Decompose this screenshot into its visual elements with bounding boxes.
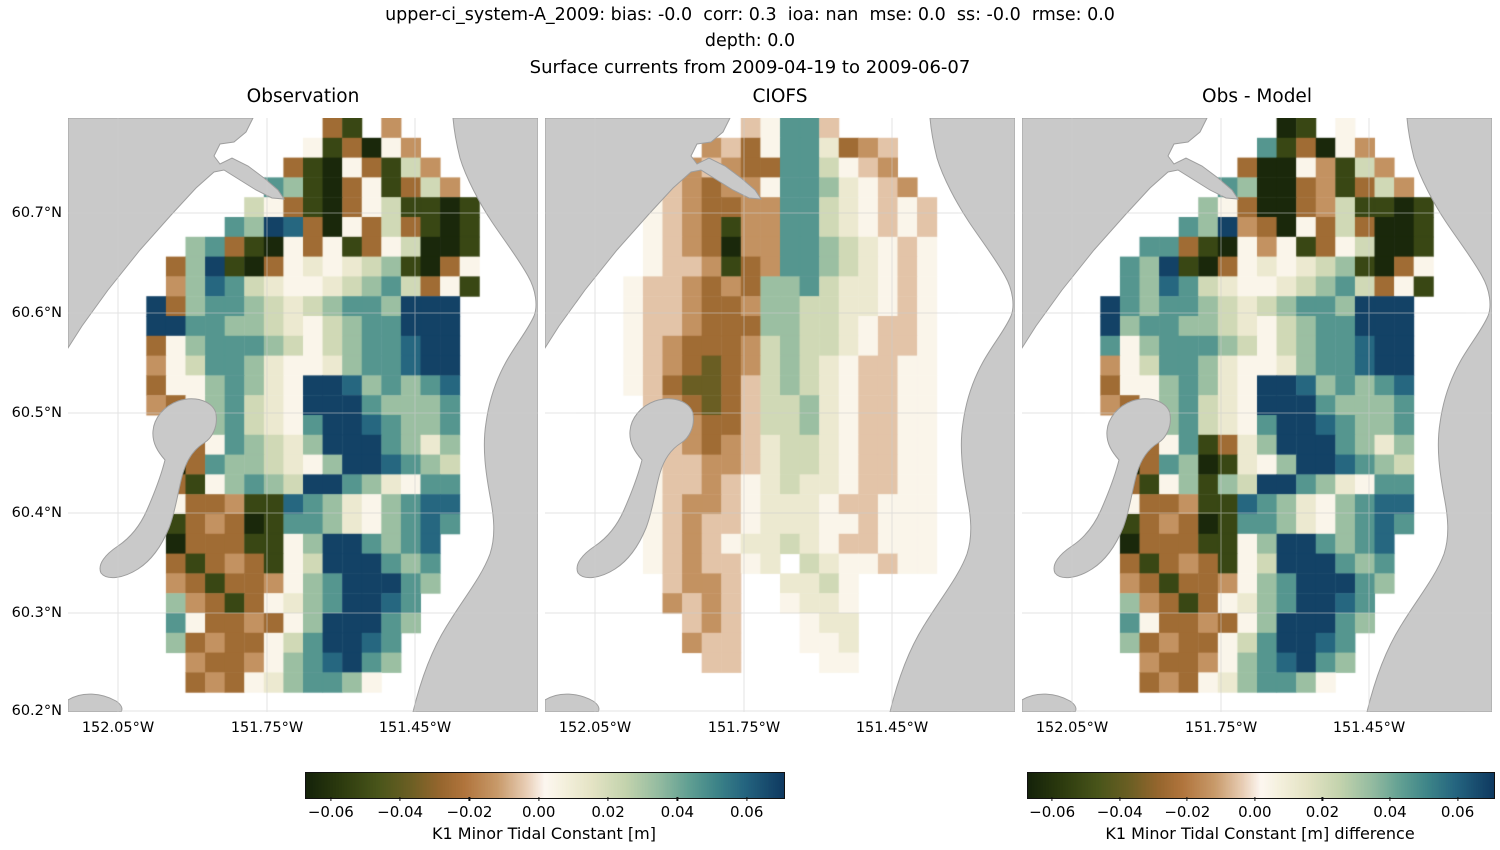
colorbar-tick-label: 0.00 (1238, 803, 1272, 821)
colorbar-label: K1 Minor Tidal Constant [m] difference (1105, 824, 1415, 843)
lat-tick-label: 60.2°N (11, 703, 62, 719)
colorbar-tick-label: 0.02 (1305, 803, 1340, 821)
colorbar-tick (399, 797, 401, 801)
colorbar-tick-label: −0.02 (1164, 803, 1211, 821)
map-panel-obs-model (1022, 118, 1492, 712)
colorbar-tick (538, 797, 540, 801)
map-panel-ciofs (545, 118, 1015, 712)
colorbar-tick (676, 797, 678, 801)
lon-tick-label: 151.75°W (1184, 720, 1258, 736)
colorbar-tick-label: 0.02 (591, 803, 625, 821)
colorbar-difference: −0.06 −0.04 −0.02 0.00 0.02 0.04 0.06 (1027, 772, 1495, 821)
colorbar-tick-label: −0.04 (377, 803, 424, 821)
colorbar-tick (330, 797, 332, 801)
colorbar-tick (607, 797, 609, 801)
colorbar-tick-label: 0.06 (1440, 803, 1475, 821)
colorbar-tick (746, 797, 748, 801)
colorbar-tick (1254, 797, 1256, 801)
colorbar-tick-label: 0.06 (729, 803, 764, 821)
coastline-map (545, 118, 1015, 712)
colorbar-tick (1119, 797, 1121, 801)
lon-tick-label: 151.45°W (855, 720, 929, 736)
coastline-map (68, 118, 538, 712)
colorbar-tick-label: −0.06 (1029, 803, 1076, 821)
colorbar-tick-label: 0.00 (522, 803, 556, 821)
colorbar-tick (1051, 797, 1053, 801)
lat-tick-label: 60.6°N (11, 305, 62, 321)
map-panel-observation (68, 118, 538, 712)
figure-title: upper-ci_system-A_2009: bias: -0.0 corr:… (0, 2, 1500, 81)
coastline-map (1022, 118, 1492, 712)
panel-title-obs-model: Obs - Model (1202, 86, 1312, 107)
colorbar-tidal-constant: −0.06 −0.04 −0.02 0.00 0.02 0.04 0.06 (305, 772, 785, 821)
colorbar-tick (1321, 797, 1324, 801)
title-depth-line: depth: 0.0 (704, 31, 796, 51)
lat-tick-label: 60.5°N (11, 405, 62, 421)
lon-tick-label: 152.05°W (558, 720, 632, 736)
lon-tick-label: 152.05°W (81, 720, 155, 736)
title-stats-line: upper-ci_system-A_2009: bias: -0.0 corr:… (385, 5, 1115, 25)
lon-tick-label: 151.45°W (1332, 720, 1406, 736)
lat-tick-label: 60.3°N (11, 605, 62, 621)
lon-tick-label: 151.45°W (378, 720, 452, 736)
colorbar-tick-label: 0.04 (1373, 803, 1407, 821)
colorbar-tick (468, 797, 471, 801)
lat-tick-label: 60.7°N (11, 205, 62, 221)
panel-title-ciofs: CIOFS (752, 86, 808, 107)
panel-title-observation: Observation (246, 86, 360, 107)
colorbar-gradient-canvas (305, 772, 785, 799)
colorbar-tick (1456, 797, 1459, 801)
colorbar-tick-label: 0.04 (660, 803, 695, 821)
colorbar-gradient-canvas (1027, 772, 1495, 799)
colorbar-label: K1 Minor Tidal Constant [m] (432, 824, 656, 843)
colorbar-tick-label: −0.06 (307, 803, 354, 821)
lon-tick-label: 152.05°W (1035, 720, 1109, 736)
colorbar-tick-label: −0.04 (1096, 803, 1143, 821)
colorbar-tick-label: −0.02 (446, 803, 493, 821)
lat-tick-label: 60.4°N (11, 505, 62, 521)
lon-tick-label: 151.75°W (707, 720, 781, 736)
lon-tick-label: 151.75°W (230, 720, 304, 736)
colorbar-tick (1389, 797, 1391, 801)
colorbar-tick (1186, 797, 1188, 801)
title-date-range: Surface currents from 2009-04-19 to 2009… (529, 57, 971, 78)
